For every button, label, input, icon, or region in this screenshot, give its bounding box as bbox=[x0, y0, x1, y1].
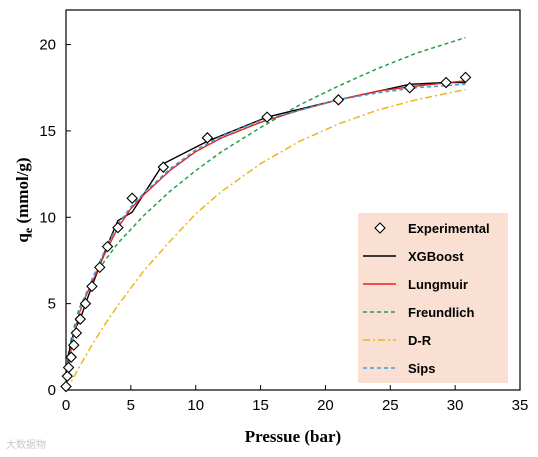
legend-label-freundlich: Freundlich bbox=[408, 305, 475, 320]
legend-marker-experimental bbox=[374, 222, 386, 234]
legend-label-lungmuir: Lungmuir bbox=[408, 277, 468, 292]
data-point-experimental bbox=[112, 221, 124, 234]
legend-item-freundlich: Freundlich bbox=[363, 305, 475, 320]
data-point-experimental bbox=[93, 261, 106, 274]
data-point-experimental bbox=[403, 81, 416, 94]
y-axis-title: qe (mmol/g) bbox=[13, 157, 35, 242]
data-point-experimental bbox=[157, 161, 170, 173]
data-point-experimental bbox=[60, 380, 72, 393]
legend-label-xgboost: XGBoost bbox=[408, 249, 464, 264]
x-tick-label: 25 bbox=[382, 397, 399, 414]
legend-item-d-r: D-R bbox=[363, 333, 432, 348]
series-line-freundlich bbox=[65, 36, 466, 391]
watermark-text: 大数据物 bbox=[6, 438, 46, 451]
y-tick-label: 20 bbox=[39, 37, 56, 54]
y-axis-ticks: 0 5 10 15 20 bbox=[39, 37, 71, 399]
x-tick-label: 10 bbox=[187, 397, 204, 414]
x-tick-label: 35 bbox=[512, 397, 529, 414]
legend-label-d-r: D-R bbox=[408, 333, 432, 348]
legend-item-experimental: Experimental bbox=[374, 221, 490, 236]
legend: Experimental XGBoost Lungmuir Freundlich D-R… bbox=[358, 213, 508, 383]
legend-label-sips: Sips bbox=[408, 361, 435, 376]
y-tick-label: 10 bbox=[39, 209, 56, 226]
legend-item-lungmuir: Lungmuir bbox=[363, 277, 468, 292]
data-point-experimental bbox=[459, 71, 472, 84]
data-point-experimental bbox=[68, 339, 80, 351]
y-tick-label: 0 bbox=[48, 382, 56, 399]
series-line-d-r bbox=[65, 88, 466, 391]
data-point-experimental bbox=[101, 240, 114, 253]
legend-box bbox=[358, 213, 508, 383]
series-experimental bbox=[60, 71, 472, 393]
data-point-experimental bbox=[261, 111, 273, 123]
data-point-experimental bbox=[332, 94, 345, 106]
x-tick-label: 20 bbox=[317, 397, 334, 414]
data-point-experimental bbox=[62, 361, 75, 374]
x-tick-label: 30 bbox=[447, 397, 464, 414]
x-tick-label: 0 bbox=[62, 397, 70, 414]
data-point-experimental bbox=[74, 313, 87, 325]
data-point-experimental bbox=[440, 76, 452, 89]
plot-frame bbox=[65, 9, 521, 391]
x-axis-title: Pressue (bar) bbox=[245, 427, 341, 446]
data-point-experimental bbox=[65, 351, 77, 363]
data-point-experimental bbox=[61, 370, 74, 382]
data-point-experimental bbox=[86, 280, 98, 293]
data-point-experimental bbox=[70, 327, 83, 339]
x-tick-label: 15 bbox=[252, 397, 269, 414]
y-tick-label: 15 bbox=[39, 123, 56, 140]
data-point-experimental bbox=[126, 192, 138, 205]
legend-item-sips: Sips bbox=[363, 361, 435, 376]
data-point-experimental bbox=[79, 297, 92, 310]
data-point-experimental bbox=[201, 132, 214, 144]
series-layer bbox=[60, 36, 472, 393]
x-axis-ticks: 0 5 10 15 20 25 30 35 bbox=[62, 385, 529, 414]
legend-label-experimental: Experimental bbox=[408, 221, 490, 236]
y-tick-label: 5 bbox=[48, 296, 56, 313]
legend-item-xgboost: XGBoost bbox=[363, 249, 464, 264]
x-tick-label: 5 bbox=[127, 397, 135, 414]
